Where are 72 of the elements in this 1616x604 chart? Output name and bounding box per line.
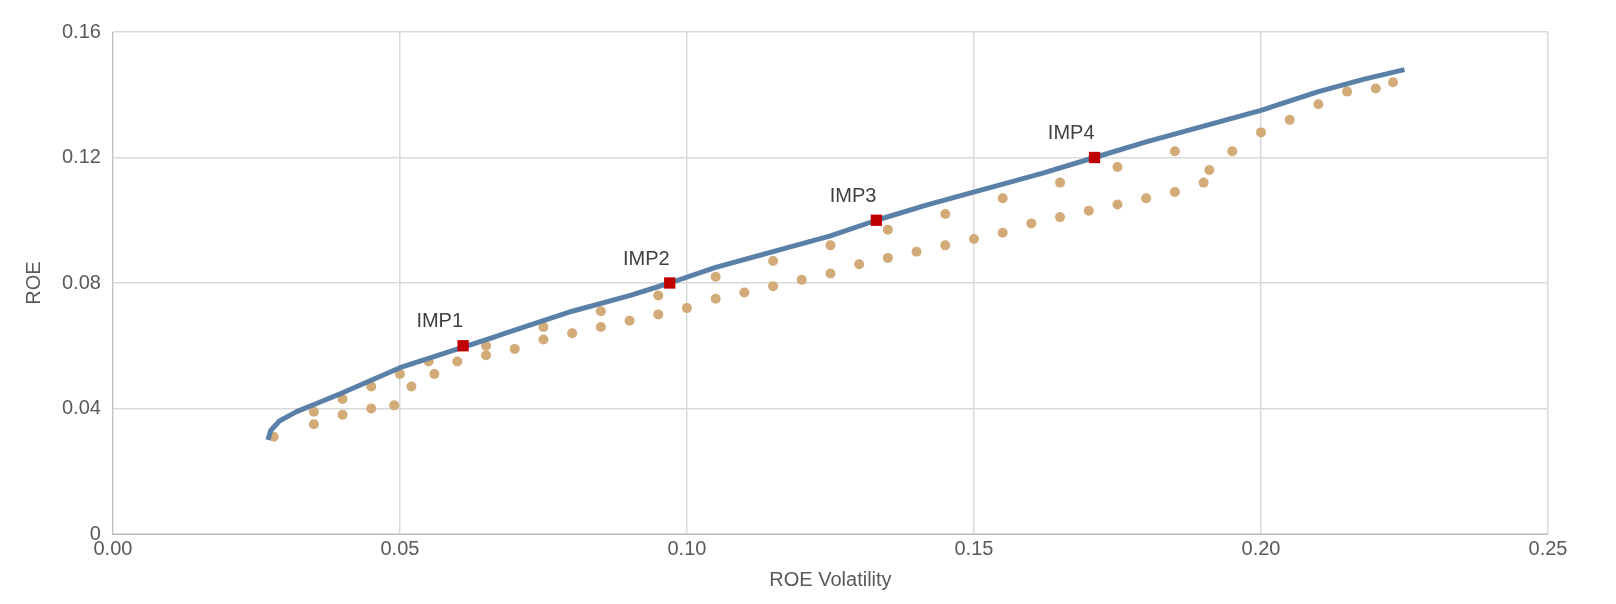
point [1026,218,1037,229]
point [389,400,400,411]
point [1204,165,1215,176]
point [1227,146,1238,157]
x-tick-label: 0.10 [667,536,707,559]
y-tick-label: 0.08 [61,270,101,293]
point [664,277,676,289]
data-label: IMP4 [1047,121,1095,144]
point [595,321,606,332]
point [739,287,750,298]
point [1198,177,1209,188]
point [1255,127,1266,138]
point [653,309,664,320]
x-tick-label: 0.15 [954,536,994,559]
point [429,368,440,379]
x-tick-label: 0.20 [1241,536,1281,559]
point [1083,205,1094,216]
point [710,271,721,282]
point [567,328,578,339]
data-label: IMP1 [416,309,464,332]
point [653,290,664,301]
point [1112,199,1123,210]
point [1370,83,1381,94]
point [308,419,319,430]
y-tick-label: 0.04 [61,396,101,419]
point [796,274,807,285]
point [882,252,893,263]
point [911,246,922,257]
point [366,403,377,414]
point [1169,187,1180,198]
point [968,234,979,245]
data-label: IMP3 [829,183,877,206]
point [882,224,893,235]
y-tick-label: 0.12 [61,145,101,168]
point [1112,161,1123,172]
point [1055,177,1066,188]
point [940,208,951,219]
point [870,214,883,226]
point [337,409,348,420]
point [624,315,635,326]
point [1313,99,1324,110]
point [1088,151,1101,164]
point [308,406,319,417]
x-tick-label: 0.05 [380,536,420,559]
point [710,293,721,304]
point [681,303,692,314]
point [595,306,606,317]
point [406,381,417,392]
point [1141,193,1152,204]
x-tick-label: 0.25 [1528,536,1568,559]
point [768,281,779,292]
y-tick-label: 0.16 [61,19,101,42]
point [997,193,1008,204]
point [1169,146,1180,157]
point [768,256,779,267]
point [825,268,836,279]
data-label: IMP2 [623,246,670,269]
y-axis-title: ROE [21,261,44,305]
point [1342,86,1353,97]
point [997,227,1008,238]
point [481,350,492,361]
point [854,259,865,270]
x-axis-title: ROE Volatility [769,567,892,590]
point [538,334,549,345]
point [940,240,951,251]
point [825,240,836,251]
point [1284,114,1295,125]
point [1388,77,1399,88]
point [509,343,520,354]
point [1055,212,1066,223]
point [457,340,469,352]
point [452,356,463,367]
